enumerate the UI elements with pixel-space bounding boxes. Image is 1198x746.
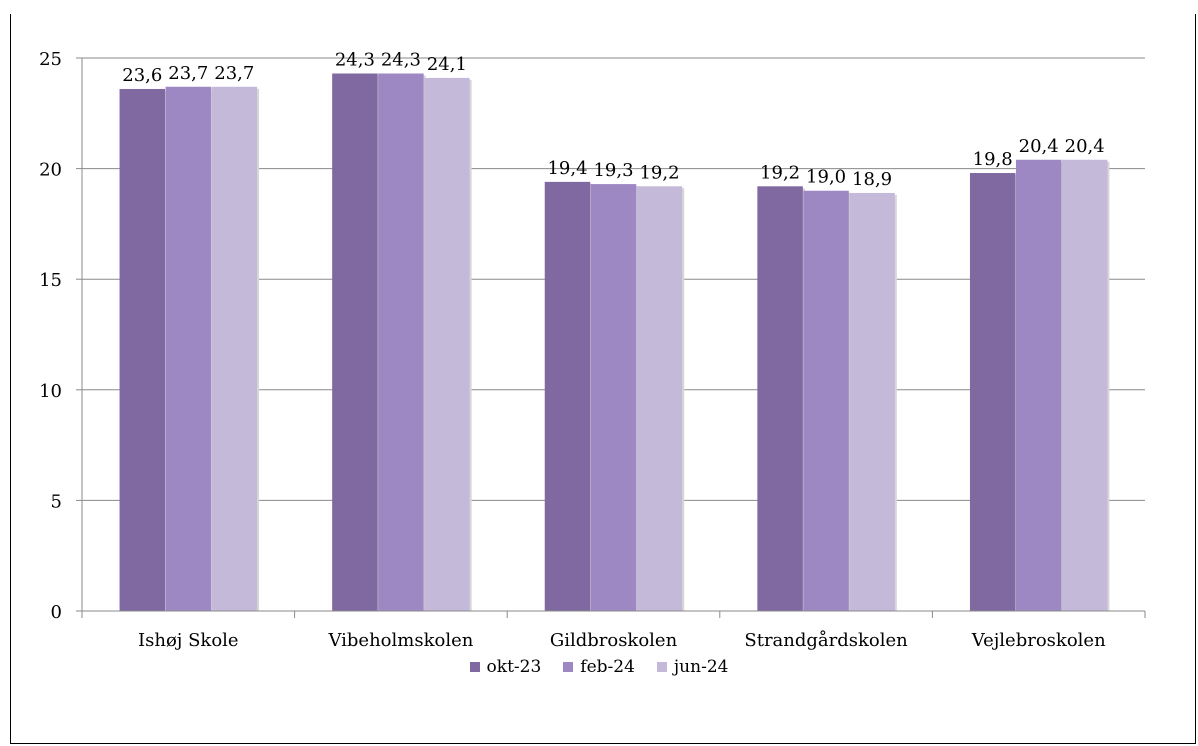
data-label: 19,3 xyxy=(593,160,633,181)
chart-frame xyxy=(10,14,1196,744)
axes: 0 5 10 15 20 25 Ishøj Skole Vibeholmskolen Gildb… xyxy=(39,49,1146,651)
legend-swatch xyxy=(563,662,574,672)
data-label: 19,2 xyxy=(760,162,800,183)
bar-jun-24-4 xyxy=(1061,159,1108,611)
data-label: 23,7 xyxy=(168,63,208,84)
y-tick-label: 5 xyxy=(51,491,62,512)
data-label: 19,4 xyxy=(547,158,587,179)
data-label: 19,8 xyxy=(973,149,1013,170)
bar-feb-24-1 xyxy=(378,73,424,611)
x-category-label: Vejlebroskolen xyxy=(971,630,1106,651)
y-tick-label: 15 xyxy=(39,270,62,291)
bar-jun-24-1 xyxy=(424,77,470,611)
data-label: 24,3 xyxy=(335,49,375,70)
y-tick-label: 20 xyxy=(39,160,62,181)
y-tick-label: 0 xyxy=(51,602,62,623)
x-category-label: Strandgårdskolen xyxy=(744,629,908,651)
bar-okt-23-1 xyxy=(332,73,378,611)
data-label: 20,4 xyxy=(1065,136,1105,157)
bar-feb-24-2 xyxy=(590,184,637,612)
legend-item-jun-24: jun-24 xyxy=(656,657,729,677)
y-tick-label: 25 xyxy=(39,49,62,70)
x-category-label: Vibeholmskolen xyxy=(327,630,473,651)
legend-swatch xyxy=(656,662,667,672)
x-category-label: Ishøj Skole xyxy=(138,630,239,651)
bar-feb-24-4 xyxy=(1015,159,1062,611)
data-label: 19,2 xyxy=(639,162,679,183)
legend-label: okt-23 xyxy=(486,657,542,677)
bar-okt-23-4 xyxy=(969,173,1016,612)
x-category-label: Gildbroskolen xyxy=(550,630,678,651)
legend-swatch xyxy=(469,662,480,672)
legend-label: jun-24 xyxy=(673,657,729,677)
y-tick-label: 10 xyxy=(39,381,62,402)
bar-okt-23-2 xyxy=(544,181,591,611)
bars xyxy=(119,73,1110,612)
data-labels: 23,6 23,7 23,7 24,3 24,3 24,1 19,4 19,3 19,2 19,2… xyxy=(122,49,1104,189)
bar-okt-23-3 xyxy=(757,186,803,611)
legend-item-okt-23: okt-23 xyxy=(469,657,542,677)
bar-feb-24-0 xyxy=(165,86,212,612)
data-label: 24,1 xyxy=(427,54,467,75)
bar-jun-24-3 xyxy=(849,192,895,611)
legend-item-feb-24: feb-24 xyxy=(563,657,635,677)
data-label: 24,3 xyxy=(381,49,421,70)
data-label: 19,0 xyxy=(806,167,846,188)
bar-jun-24-0 xyxy=(211,86,258,612)
bar-jun-24-2 xyxy=(636,186,683,611)
data-label: 20,4 xyxy=(1019,136,1059,157)
bar-feb-24-3 xyxy=(803,190,849,611)
data-label: 23,6 xyxy=(122,65,162,86)
legend-label: feb-24 xyxy=(580,657,635,677)
data-label: 23,7 xyxy=(214,63,254,84)
data-label: 18,9 xyxy=(852,169,892,190)
legend: okt-23 feb-24 jun-24 xyxy=(0,652,1198,682)
bar-okt-23-0 xyxy=(119,88,166,611)
